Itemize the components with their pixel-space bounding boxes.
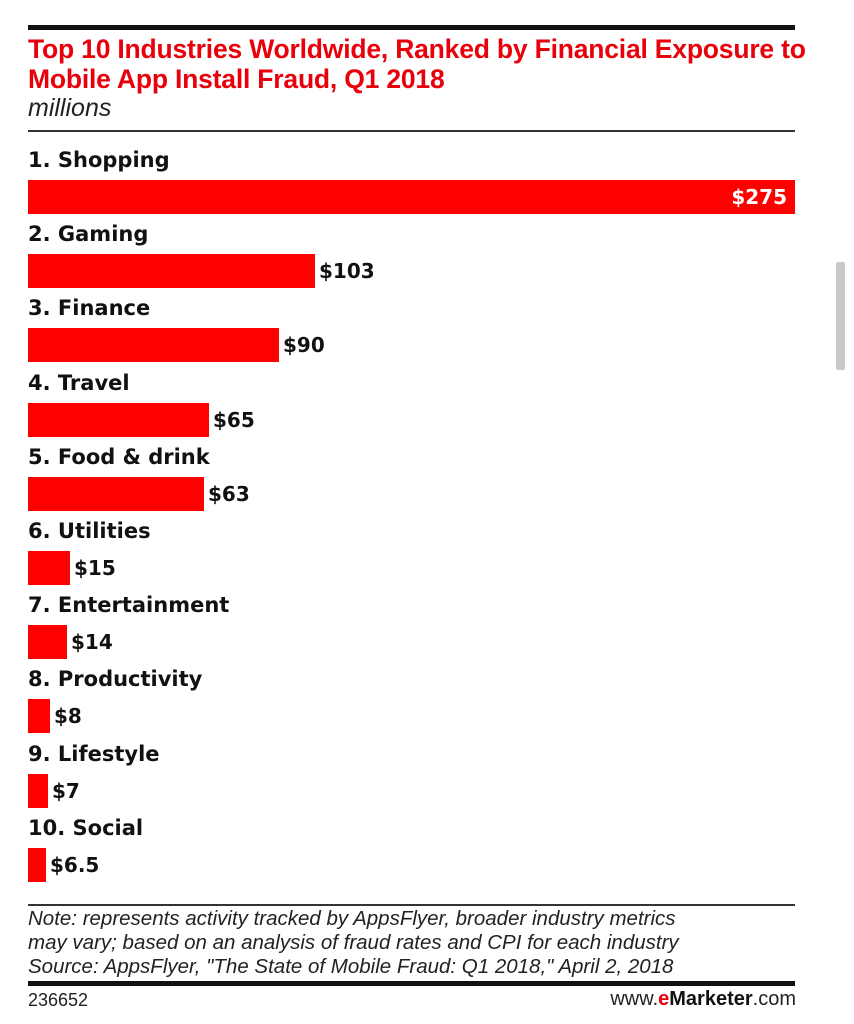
chart-note: Note: represents activity tracked by App…: [28, 907, 808, 979]
bar: [28, 180, 795, 214]
category-label: 2. Gaming: [28, 222, 149, 247]
bar: [28, 476, 204, 511]
header-divider: [28, 130, 795, 132]
category-label: 6. Utilities: [28, 519, 151, 543]
note-line: Note: represents activity tracked by App…: [28, 907, 676, 930]
category-label: 3. Finance: [28, 296, 151, 321]
bar: [28, 328, 279, 363]
bar: [28, 254, 315, 289]
category-label: 4. Travel: [28, 370, 130, 395]
category-label: 9. Lifestyle: [28, 741, 160, 766]
brand-url[interactable]: www.eMarketer.com: [610, 988, 796, 1011]
value-label: $90: [283, 333, 325, 358]
bar: [28, 773, 48, 808]
scrollbar-thumb[interactable]: [836, 262, 845, 370]
value-label: $15: [74, 556, 116, 580]
value-label: $63: [208, 481, 250, 506]
category-label: 8. Productivity: [28, 667, 203, 692]
note-divider: [28, 904, 795, 906]
brand-prefix: www.: [610, 988, 659, 1010]
bar: [28, 402, 209, 437]
value-label: $103: [319, 259, 375, 284]
chart-subtitle: millions: [28, 94, 112, 122]
bar-chart: 1. Shopping $275 2. Gaming $103 3. Finance $9…: [0, 140, 854, 900]
top-rule: [28, 25, 795, 30]
bar: [28, 847, 46, 882]
category-label: 7. Entertainment: [28, 593, 230, 618]
value-label: $7: [52, 778, 80, 803]
category-label: 1. Shopping: [28, 148, 170, 172]
brand-suffix: .com: [752, 988, 796, 1010]
category-label: 5. Food & drink: [28, 444, 210, 469]
bar: [28, 625, 67, 660]
chart-title: Top 10 Industries Worldwide, Ranked by F…: [28, 34, 806, 94]
value-label: $65: [213, 407, 255, 432]
value-label: $8: [54, 704, 82, 729]
value-label: $6.5: [50, 852, 100, 877]
category-label: 10. Social: [28, 815, 144, 840]
chart-id: 236652: [28, 990, 89, 1010]
brand-e: e: [658, 988, 670, 1010]
value-label: $275: [731, 185, 787, 209]
source-line: Source: AppsFlyer, "The State of Mobile …: [28, 955, 674, 978]
bar: [28, 699, 50, 734]
value-label: $14: [71, 630, 113, 655]
note-line: may vary; based on an analysis of fraud …: [28, 931, 679, 954]
bar: [28, 551, 70, 585]
brand-name: Marketer: [669, 988, 753, 1010]
bottom-rule: [28, 981, 795, 986]
